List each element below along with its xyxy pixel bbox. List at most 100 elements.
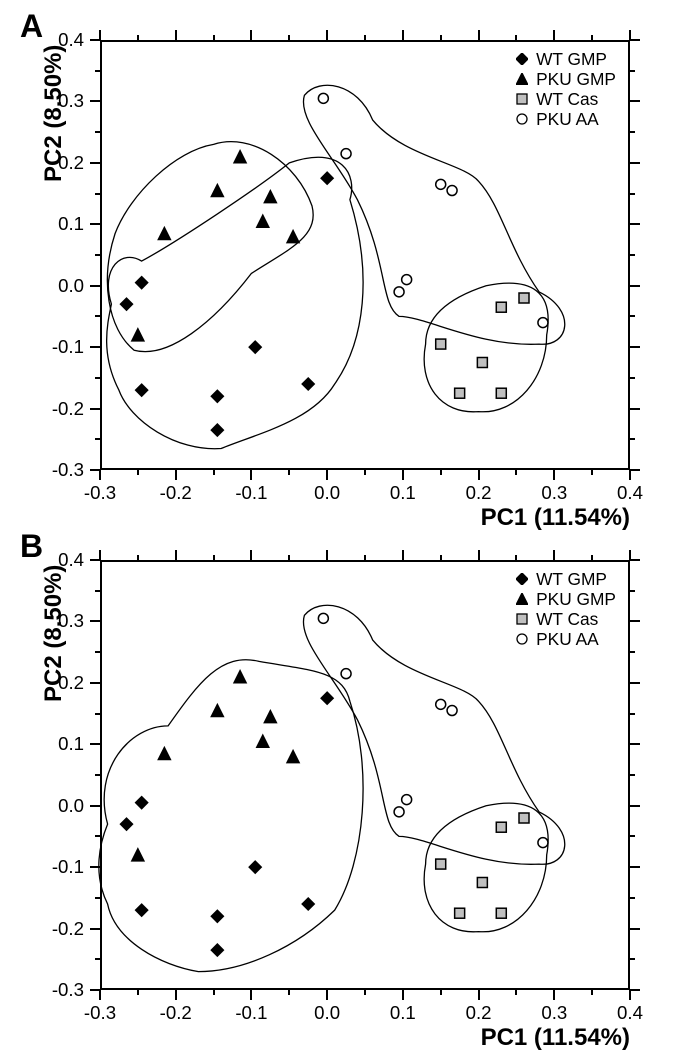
- y-minor-tick: [95, 958, 100, 960]
- x-tick: [553, 470, 555, 480]
- y-axis-label: PC2 (8.50%): [40, 45, 68, 182]
- marker-PKU_AA: [402, 275, 412, 285]
- x-tick-label: -0.1: [235, 1002, 267, 1024]
- x-tick: [250, 470, 252, 480]
- y-tick: [90, 805, 100, 807]
- legend-item: PKU GMP: [516, 70, 616, 88]
- y-minor-tick: [630, 713, 635, 715]
- y-tick-label: 0.1: [58, 213, 84, 235]
- x-tick: [326, 550, 328, 560]
- x-minor-tick: [591, 35, 593, 40]
- hull-WT_GMP: [107, 157, 363, 448]
- x-tick: [402, 550, 404, 560]
- y-minor-tick: [630, 897, 635, 899]
- marker-PKU_AA: [318, 93, 328, 103]
- panel-label-B: B: [20, 528, 43, 565]
- x-minor-tick: [515, 35, 517, 40]
- marker-PKU_GMP: [287, 751, 299, 763]
- x-tick: [175, 30, 177, 40]
- x-minor-tick: [137, 990, 139, 995]
- x-tick-label: 0.3: [541, 1002, 567, 1024]
- marker-WT_GMP: [249, 341, 261, 353]
- marker-PKU_AA: [341, 669, 351, 679]
- y-tick: [630, 559, 640, 561]
- legend-label: PKU AA: [536, 109, 599, 130]
- legend-item: PKU GMP: [516, 590, 616, 608]
- y-tick: [630, 866, 640, 868]
- marker-WT_GMP: [136, 797, 148, 809]
- x-minor-tick: [440, 470, 442, 475]
- marker-PKU_GMP: [264, 191, 276, 203]
- y-tick-label: -0.1: [52, 336, 84, 358]
- x-minor-tick: [288, 470, 290, 475]
- marker-WT_Cas: [496, 822, 506, 832]
- y-tick: [630, 223, 640, 225]
- y-tick: [630, 743, 640, 745]
- y-tick: [90, 162, 100, 164]
- y-tick: [90, 989, 100, 991]
- marker-PKU_AA: [538, 318, 548, 328]
- marker-WT_GMP: [211, 390, 223, 402]
- x-tick-label: 0.0: [314, 1002, 340, 1024]
- y-tick: [90, 223, 100, 225]
- marker-PKU_AA: [436, 699, 446, 709]
- y-tick: [90, 928, 100, 930]
- y-minor-tick: [630, 651, 635, 653]
- y-minor-tick: [630, 377, 635, 379]
- triangle-icon: [516, 593, 528, 605]
- marker-PKU_GMP: [132, 849, 144, 861]
- legend: WT GMPPKU GMPWT CasPKU AA: [516, 570, 616, 648]
- plot-A: -0.3-0.2-0.10.00.10.20.30.4-0.3-0.2-0.10…: [100, 40, 630, 470]
- y-minor-tick: [95, 651, 100, 653]
- x-axis-label: PC1 (11.54%): [481, 504, 630, 532]
- marker-PKU_AA: [394, 807, 404, 817]
- y-minor-tick: [630, 70, 635, 72]
- diamond-icon: [516, 53, 528, 65]
- y-minor-tick: [95, 713, 100, 715]
- x-tick-label: -0.3: [84, 1002, 116, 1024]
- x-tick-label: 0.4: [617, 1002, 643, 1024]
- marker-WT_Cas: [455, 388, 465, 398]
- y-minor-tick: [630, 131, 635, 133]
- y-tick: [630, 100, 640, 102]
- y-minor-tick: [95, 193, 100, 195]
- y-tick-label: -0.1: [52, 856, 84, 878]
- y-tick: [630, 620, 640, 622]
- y-tick: [90, 866, 100, 868]
- y-tick-label: 0.0: [58, 795, 84, 817]
- y-tick: [90, 559, 100, 561]
- marker-PKU_GMP: [287, 231, 299, 243]
- x-minor-tick: [137, 555, 139, 560]
- marker-PKU_GMP: [234, 671, 246, 683]
- x-minor-tick: [515, 555, 517, 560]
- y-minor-tick: [95, 438, 100, 440]
- x-tick-label: -0.3: [84, 482, 116, 504]
- y-minor-tick: [95, 131, 100, 133]
- y-minor-tick: [95, 774, 100, 776]
- y-tick-label: 0.1: [58, 733, 84, 755]
- marker-WT_Cas: [519, 293, 529, 303]
- y-tick-label: -0.2: [52, 918, 84, 940]
- y-minor-tick: [630, 590, 635, 592]
- marker-WT_GMP: [121, 298, 133, 310]
- x-minor-tick: [440, 555, 442, 560]
- y-minor-tick: [95, 254, 100, 256]
- x-minor-tick: [364, 990, 366, 995]
- triangle-icon: [516, 73, 528, 85]
- x-tick: [553, 30, 555, 40]
- marker-WT_Cas: [496, 302, 506, 312]
- marker-PKU_GMP: [158, 748, 170, 760]
- x-tick-label: 0.1: [390, 482, 416, 504]
- x-minor-tick: [591, 990, 593, 995]
- x-minor-tick: [213, 470, 215, 475]
- x-minor-tick: [515, 470, 517, 475]
- y-tick: [90, 408, 100, 410]
- marker-PKU_GMP: [211, 705, 223, 717]
- x-minor-tick: [591, 555, 593, 560]
- marker-PKU_AA: [394, 287, 404, 297]
- y-tick: [90, 100, 100, 102]
- legend-item: WT GMP: [516, 50, 616, 68]
- legend-label: PKU AA: [536, 629, 599, 650]
- marker-PKU_GMP: [132, 329, 144, 341]
- x-tick: [553, 990, 555, 1000]
